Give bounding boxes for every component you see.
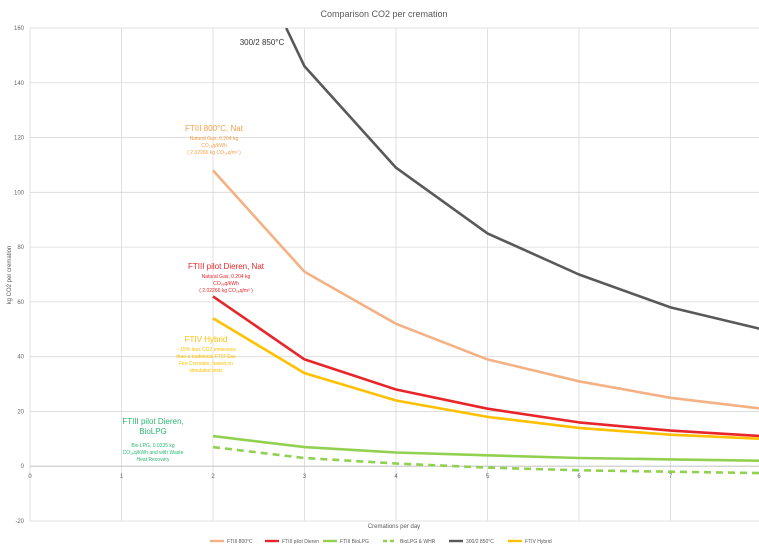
series-line-ftiii-pilot-dieren bbox=[212, 295, 759, 438]
x-tick-label: 5 bbox=[486, 474, 490, 480]
legend-label: FTIV Hybrid bbox=[525, 539, 552, 545]
annotation-line: BioLPG bbox=[139, 427, 167, 436]
annotation-line: 300/2 850°C bbox=[240, 38, 285, 47]
series-line-300-2-850-c bbox=[285, 28, 759, 330]
annotation-hybrid: FTIV Hybrid ~ 15% less CO2 emissionsthan … bbox=[176, 335, 236, 374]
legend: FTIII 800°C FTIII pilot Dieren FTIII BioLP… bbox=[210, 539, 552, 545]
annotation-line: FTIV Hybrid bbox=[185, 335, 228, 344]
y-tick-label: 60 bbox=[17, 300, 24, 306]
annotation-line: than a traditional FTIII Gas bbox=[176, 354, 236, 360]
y-tick-label: 80 bbox=[17, 245, 24, 251]
x-tick-label: 4 bbox=[394, 474, 398, 480]
annotation-line: Natural Gas, 0.204 kg bbox=[202, 274, 251, 280]
series-lines bbox=[212, 28, 759, 475]
y-tick-label: 140 bbox=[14, 81, 25, 87]
legend-item: FTIII 800°C bbox=[210, 539, 253, 545]
y-tick-label: 0 bbox=[21, 464, 25, 470]
legend-label: FTIII 800°C bbox=[227, 539, 253, 545]
y-axis-label: kg CO2 per cremation bbox=[7, 246, 13, 305]
y-tick-label: 120 bbox=[14, 136, 25, 142]
legend-label: 300/2 850°C bbox=[466, 539, 494, 545]
annotation-ftiii800: FTIII 800°C, Nat Natural Gas, 0.204 kgCO₂… bbox=[185, 124, 244, 156]
annotation-line: Fire Cremator, based on bbox=[179, 361, 233, 367]
annotation-line: simulated tests bbox=[189, 368, 223, 374]
annotation-line: ( 2.02266 kg CO₂ₑq/m³ ) bbox=[187, 150, 241, 156]
series-line-biolpg-whr bbox=[212, 445, 759, 475]
annotation-dieren: FTIII pilot Dieren, Nat Natural Gas, 0.20… bbox=[188, 262, 265, 294]
y-tick-label: 40 bbox=[17, 355, 24, 361]
y-tick-label: 160 bbox=[14, 26, 25, 32]
annotation-line: FTIII pilot Dieren, bbox=[122, 417, 183, 426]
annotation-300: 300/2 850°C bbox=[240, 38, 285, 47]
x-tick-label: 1 bbox=[120, 474, 124, 480]
annotation-line: Natural Gas, 0.204 kg bbox=[190, 136, 239, 142]
axis-ticks: -20 0 20 40 60 80 100 120 140 160 0 1 2 3 4 5 6 7 bbox=[14, 26, 673, 525]
series-line-ftiv-hybrid bbox=[212, 317, 759, 440]
x-tick-label: 6 bbox=[577, 474, 581, 480]
y-tick-label: 100 bbox=[14, 190, 25, 196]
legend-item: 300/2 850°C bbox=[449, 539, 494, 545]
annotation-line: ( 2.02266 kg CO₂ₑq/m³ ) bbox=[199, 288, 253, 294]
legend-label: BioLPG & WHR bbox=[400, 539, 436, 545]
legend-item: FTIII pilot Dieren bbox=[265, 539, 319, 545]
annotation-line: FTIII 800°C, Nat bbox=[185, 124, 244, 133]
legend-item: FTIV Hybrid bbox=[508, 539, 552, 545]
series-line-ftiii-800-c bbox=[212, 169, 759, 410]
annotation-line: CO₂ₑq/kWh bbox=[213, 281, 239, 287]
legend-item: FTIII BioLPG bbox=[323, 539, 369, 545]
x-tick-label: 7 bbox=[669, 474, 673, 480]
annotation-line: CO₂ₑq/kWh and with Waste bbox=[123, 450, 184, 456]
annotation-line: ~ 15% less CO2 emissions bbox=[176, 347, 236, 353]
y-tick-label: 20 bbox=[17, 409, 24, 415]
series-line-ftiii-biolpg bbox=[212, 434, 759, 462]
annotation-line: CO₂ₑq/kWh bbox=[201, 143, 227, 149]
annotation-line: Heat Recovery bbox=[136, 457, 170, 463]
x-tick-label: 2 bbox=[211, 474, 215, 480]
x-tick-label: 0 bbox=[28, 474, 32, 480]
legend-label: FTIII BioLPG bbox=[340, 539, 369, 545]
grid-lines bbox=[29, 27, 759, 522]
y-tick-label: -20 bbox=[15, 519, 24, 525]
x-axis-label: Cremations per day bbox=[368, 524, 420, 530]
annotation-line: FTIII pilot Dieren, Nat bbox=[188, 262, 265, 271]
chart-title: Comparison CO2 per cremation bbox=[320, 9, 447, 19]
legend-item: BioLPG & WHR bbox=[383, 539, 436, 545]
legend-label: FTIII pilot Dieren bbox=[282, 539, 319, 545]
x-tick-label: 3 bbox=[303, 474, 307, 480]
annotation-line: Bio LPG, 0.0335 kg bbox=[131, 443, 175, 449]
annotation-biolpg: FTIII pilot Dieren,BioLPG Bio LPG, 0.0335… bbox=[122, 417, 183, 463]
